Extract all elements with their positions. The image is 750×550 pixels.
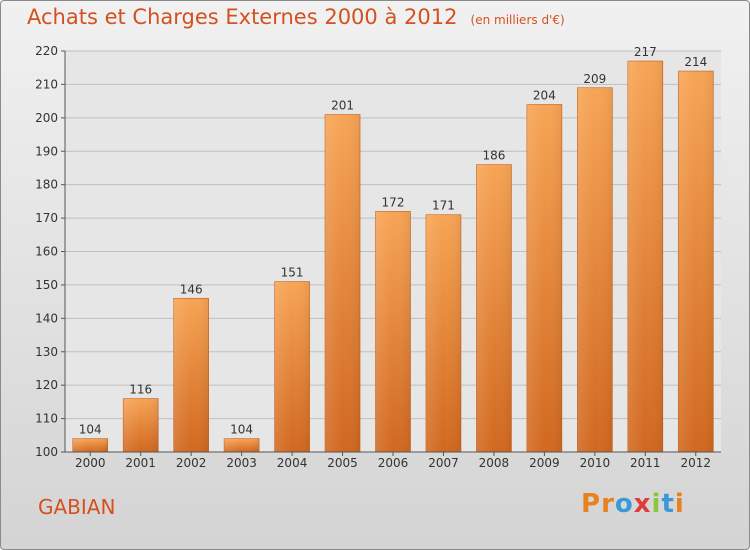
data-label: 217 bbox=[634, 45, 657, 59]
bar-shade bbox=[577, 87, 613, 452]
x-tick-label: 2007 bbox=[428, 456, 459, 470]
bar-shade bbox=[72, 438, 108, 452]
x-tick-label: 2009 bbox=[529, 456, 560, 470]
y-tick-label: 170 bbox=[35, 211, 58, 225]
data-label: 116 bbox=[129, 383, 152, 397]
bar-shade bbox=[375, 211, 411, 452]
y-tick-label: 190 bbox=[35, 144, 58, 158]
data-label: 146 bbox=[180, 282, 203, 296]
x-tick-label: 2012 bbox=[680, 456, 711, 470]
y-tick-label: 110 bbox=[35, 412, 58, 426]
data-label: 104 bbox=[79, 423, 102, 437]
y-tick-label: 130 bbox=[35, 345, 58, 359]
bar-shade bbox=[224, 438, 260, 452]
x-tick-label: 2002 bbox=[176, 456, 207, 470]
x-tick-label: 2003 bbox=[226, 456, 257, 470]
y-tick-label: 160 bbox=[35, 245, 58, 259]
proxiti-logo[interactable]: Proxiti bbox=[581, 489, 685, 519]
x-tick-label: 2005 bbox=[327, 456, 358, 470]
chart-title: Achats et Charges Externes 2000 à 2012 bbox=[27, 5, 458, 29]
logo-letter: P bbox=[581, 489, 602, 519]
y-tick-label: 120 bbox=[35, 378, 58, 392]
x-tick-label: 2011 bbox=[630, 456, 661, 470]
bar-shade bbox=[274, 281, 310, 452]
x-tick-label: 2008 bbox=[479, 456, 510, 470]
x-tick-label: 2001 bbox=[125, 456, 156, 470]
chart-unit: (en milliers d'€) bbox=[470, 13, 565, 27]
bar-shade bbox=[425, 214, 461, 452]
bar-shade bbox=[526, 104, 562, 452]
bar-shade bbox=[678, 71, 714, 453]
data-label: 172 bbox=[382, 195, 405, 209]
x-tick-label: 2004 bbox=[277, 456, 308, 470]
data-label: 201 bbox=[331, 98, 354, 112]
x-tick-label: 2000 bbox=[75, 456, 106, 470]
data-label: 151 bbox=[281, 266, 304, 280]
bar-shade bbox=[325, 114, 361, 452]
y-tick-label: 200 bbox=[35, 111, 58, 125]
logo-letter: x bbox=[633, 489, 652, 519]
logo-letter: i bbox=[651, 489, 662, 519]
y-tick-label: 150 bbox=[35, 278, 58, 292]
y-tick-label: 210 bbox=[35, 77, 58, 91]
logo-letter: t bbox=[661, 489, 675, 519]
chart-header: Achats et Charges Externes 2000 à 2012 (… bbox=[27, 5, 565, 29]
logo-letter: i bbox=[674, 489, 685, 519]
y-tick-label: 100 bbox=[35, 445, 58, 459]
y-tick-label: 140 bbox=[35, 311, 58, 325]
bar-shade bbox=[123, 398, 159, 452]
logo-letter: o bbox=[614, 489, 634, 519]
place-name: GABIAN bbox=[38, 495, 116, 519]
data-label: 209 bbox=[583, 72, 606, 86]
data-label: 204 bbox=[533, 88, 556, 102]
bar-shade bbox=[173, 298, 209, 452]
x-tick-label: 2006 bbox=[378, 456, 409, 470]
bar-shade bbox=[627, 61, 663, 453]
y-tick-label: 180 bbox=[35, 178, 58, 192]
data-label: 104 bbox=[230, 423, 253, 437]
logo-letter: r bbox=[601, 489, 615, 519]
x-tick-label: 2010 bbox=[580, 456, 611, 470]
data-label: 171 bbox=[432, 199, 455, 213]
data-label: 214 bbox=[684, 55, 707, 69]
data-label: 186 bbox=[482, 149, 505, 163]
y-tick-label: 220 bbox=[35, 44, 58, 58]
bar-shade bbox=[476, 164, 512, 452]
